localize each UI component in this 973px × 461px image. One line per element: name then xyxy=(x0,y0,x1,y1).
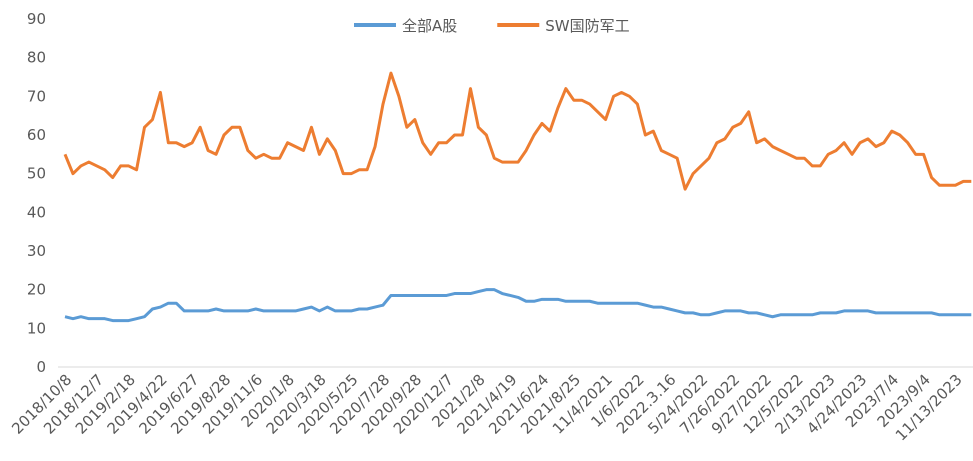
y-tick-label: 50 xyxy=(27,165,46,183)
y-tick-label: 80 xyxy=(27,49,46,67)
legend-label: 全部A股 xyxy=(402,17,457,35)
y-tick-label: 0 xyxy=(36,358,46,376)
y-tick-label: 90 xyxy=(27,10,46,28)
series-line xyxy=(63,71,972,191)
y-tick-label: 60 xyxy=(27,126,46,144)
y-tick-label: 40 xyxy=(27,203,46,221)
series-line xyxy=(64,288,972,323)
y-tick-label: 30 xyxy=(27,242,46,260)
y-tick-label: 10 xyxy=(27,319,46,337)
legend-label: SW国防军工 xyxy=(545,17,629,35)
y-tick-label: 20 xyxy=(27,281,46,299)
y-tick-label: 70 xyxy=(27,87,46,105)
